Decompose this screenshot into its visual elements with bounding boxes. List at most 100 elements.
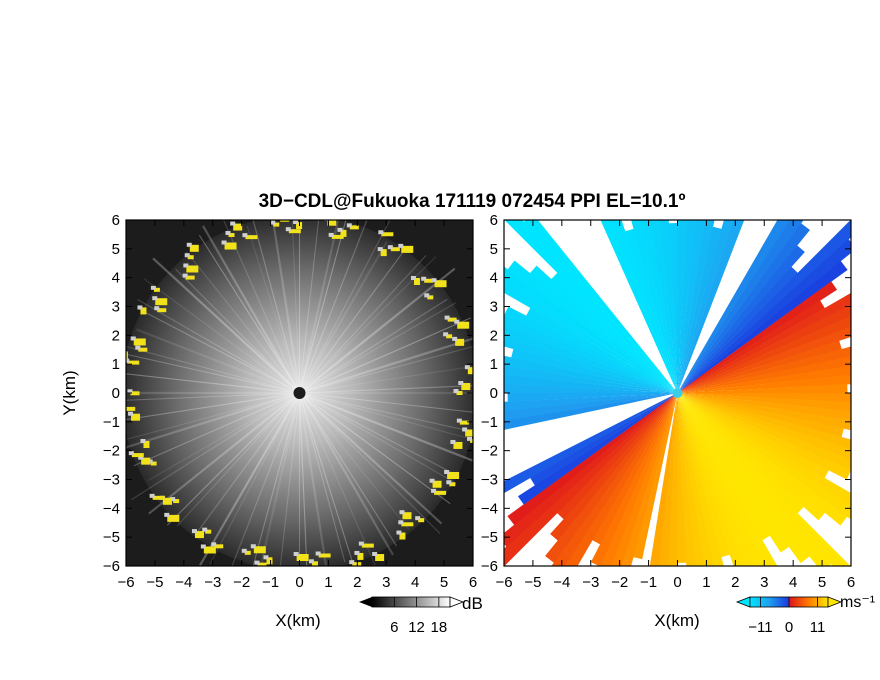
signal-streak [299,392,455,475]
signal-streak [143,278,300,394]
right-colorbar: −11 0 11 ms⁻¹ [735,594,875,636]
signal-streak [202,225,301,394]
edge-highlight [413,277,420,285]
edge-highlight [459,420,469,425]
signal-streak [148,392,301,515]
edge-highlight [361,543,374,548]
colorbar-tick-label: 0 [785,619,793,636]
edge-noise [154,306,160,311]
signal-streak [299,317,471,394]
signal-streak [152,257,301,394]
left-colorbar-high-extend [449,596,465,608]
edge-noise [128,451,134,456]
velocity-wedge [677,365,851,393]
x-tick-label: −3 [204,574,221,591]
edge-highlight [189,244,199,252]
edge-highlight [140,307,147,315]
edge-highlight [131,453,144,458]
y-tick-label: −1 [103,414,120,431]
edge-noise [377,247,383,252]
y-tick-label: 0 [490,385,498,402]
signal-streak [299,385,473,394]
edge-noise [285,227,291,232]
velocity-wedge [677,393,766,566]
velocity-wedge [677,220,851,393]
edge-noise [456,418,462,423]
edge-noise [431,488,437,493]
velocity-wedge [649,393,678,566]
y-tick-label: 0 [112,385,120,402]
velocity-wedge [677,393,705,566]
velocity-wedge [633,393,678,560]
edge-highlight [257,562,267,566]
velocity-wedge [677,220,745,393]
left-heatmap [126,220,473,566]
signal-streak [252,220,301,394]
edge-noise [230,221,236,226]
velocity-wedge [677,239,851,393]
y-tick-label: −4 [481,500,498,517]
y-tick-label: −2 [103,443,120,460]
y-tick-label: −4 [103,500,120,517]
velocity-wedge [551,272,678,393]
velocity-wedge [668,223,678,393]
velocity-wedge [507,392,678,402]
edge-noise [149,493,155,498]
edge-highlight [233,223,243,231]
edge-highlight [273,222,280,227]
left-panel: −6 −5 −4 −3 −2 −1 0 1 2 3 4 5 6 −6 −5 −4 −3 −2 −1 0 1 2 3 4 5 6 Y… [60,212,477,630]
edge-noise [126,358,130,363]
signal-streak [198,234,300,394]
velocity-wedge [677,300,825,393]
edge-highlight [456,391,463,395]
left-colorbar: 6 12 18 dB [359,594,483,636]
velocity-wedge [677,384,848,394]
edge-highlight [447,471,460,479]
edge-highlight [418,518,425,523]
edge-noise [164,512,170,517]
velocity-wedge [504,306,678,393]
edge-highlight [141,457,151,465]
signal-streak [299,220,391,394]
edge-highlight [203,546,216,554]
y-tick-label: 5 [490,241,498,258]
velocity-wedge [677,393,851,480]
velocity-wedge [517,393,678,505]
edge-noise [424,293,430,298]
velocity-wedge [677,393,851,412]
edge-noise [293,551,299,556]
edge-highlight [296,553,309,561]
edge-highlight [126,406,136,411]
signal-streak [298,392,308,566]
y-tick-label: 2 [112,327,120,344]
x-tick-label: −6 [495,574,512,591]
right-xlabel: X(km) [654,611,699,630]
edge-highlight [390,247,400,252]
x-tick-label: −4 [175,574,192,591]
edge-highlight [153,287,160,292]
velocity-wedge [677,266,798,393]
edge-highlight [186,265,199,273]
edge-noise [184,253,190,258]
edge-highlight [401,245,414,253]
velocity-wedge [677,340,842,393]
velocity-wedge [504,220,678,393]
signal-streak [126,373,300,394]
velocity-wedge [668,393,678,566]
x-tick-label: 4 [411,574,419,591]
velocity-wedge [624,228,678,393]
edge-noise [263,555,269,560]
signal-streak [166,392,300,526]
y-tick-label: 1 [112,356,120,373]
signal-streak [299,392,473,441]
velocity-wedge [557,393,678,520]
edge-highlight [167,514,180,522]
signal-streak [209,392,300,565]
edge-highlight [375,554,385,562]
edge-noise [467,436,473,441]
y-tick-label: −2 [481,443,498,460]
velocity-wedge [504,383,678,393]
right-heatmap [504,220,851,566]
signal-streak [136,328,300,395]
edge-noise [191,529,197,534]
